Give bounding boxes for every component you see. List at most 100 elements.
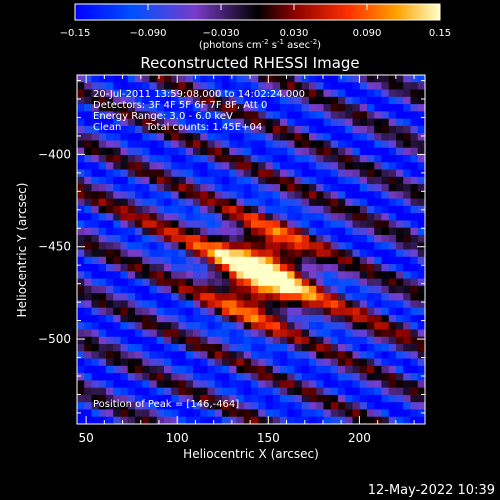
heatmap-cell bbox=[316, 329, 324, 338]
heatmap-cell bbox=[243, 285, 252, 294]
heatmap-cell bbox=[301, 205, 310, 214]
heatmap-cell bbox=[142, 154, 150, 163]
heatmap-cell bbox=[236, 140, 245, 149]
heatmap-cell bbox=[330, 176, 339, 185]
heatmap-cell bbox=[193, 169, 201, 178]
heatmap-cell bbox=[214, 285, 223, 294]
heatmap-cell bbox=[374, 184, 382, 192]
heatmap-cell bbox=[309, 329, 317, 338]
heatmap-cell bbox=[301, 176, 310, 185]
heatmap-cell bbox=[251, 365, 259, 374]
heatmap-cell bbox=[127, 169, 136, 178]
heatmap-cell bbox=[316, 293, 324, 301]
heatmap-cell bbox=[272, 380, 281, 389]
heatmap-cell bbox=[388, 307, 397, 316]
heatmap-cell bbox=[367, 278, 375, 287]
heatmap-cell bbox=[265, 409, 274, 418]
heatmap-cell bbox=[84, 111, 92, 120]
heatmap-cell bbox=[178, 104, 187, 112]
heatmap-cell bbox=[171, 278, 179, 287]
heatmap-cell bbox=[345, 314, 353, 323]
heatmap-cell bbox=[98, 358, 107, 367]
heatmap-cell bbox=[193, 82, 201, 91]
heatmap-cell bbox=[251, 314, 259, 323]
heatmap-cell bbox=[185, 373, 194, 381]
heatmap-cell bbox=[367, 394, 375, 403]
heatmap-cell bbox=[272, 184, 281, 192]
heatmap-cell bbox=[164, 300, 172, 309]
heatmap-cell bbox=[98, 373, 107, 381]
heatmap-cell bbox=[396, 416, 404, 425]
heatmap-cell bbox=[120, 380, 129, 389]
heatmap-cell bbox=[207, 314, 216, 323]
heatmap-cell bbox=[374, 242, 382, 250]
heatmap-cell bbox=[265, 133, 274, 141]
heatmap-cell bbox=[265, 162, 274, 171]
heatmap-cell bbox=[149, 133, 158, 141]
heatmap-cell bbox=[251, 176, 259, 185]
heatmap-cell bbox=[251, 387, 259, 396]
heatmap-cell bbox=[113, 227, 121, 236]
heatmap-cell bbox=[171, 205, 179, 214]
heatmap-cell bbox=[316, 264, 324, 272]
heatmap-cell bbox=[120, 220, 129, 229]
heatmap-cell bbox=[113, 176, 121, 185]
heatmap-cell bbox=[178, 416, 187, 425]
heatmap-cell bbox=[388, 402, 397, 410]
heatmap-cell bbox=[185, 416, 194, 425]
heatmap-cell bbox=[98, 96, 107, 105]
heatmap-cell bbox=[330, 140, 339, 149]
heatmap-cell bbox=[229, 154, 237, 163]
heatmap-cell bbox=[164, 169, 172, 178]
heatmap-cell bbox=[185, 75, 194, 83]
heatmap-cell bbox=[272, 213, 281, 221]
heatmap-cell bbox=[280, 278, 288, 287]
heatmap-cell bbox=[403, 111, 411, 120]
heatmap-cell bbox=[301, 278, 310, 287]
heatmap-cell bbox=[98, 125, 107, 134]
heatmap-cell bbox=[222, 125, 230, 134]
heatmap-cell bbox=[214, 176, 223, 185]
heatmap-cell bbox=[77, 336, 85, 345]
heatmap-cell bbox=[207, 154, 216, 163]
heatmap-cell bbox=[207, 402, 216, 410]
heatmap-cell bbox=[388, 89, 397, 98]
heatmap-cell bbox=[142, 293, 150, 301]
heatmap-cell bbox=[84, 176, 92, 185]
heatmap-cell bbox=[367, 387, 375, 396]
heatmap-cell bbox=[403, 227, 411, 236]
heatmap-cell bbox=[236, 191, 245, 200]
heatmap-cell bbox=[352, 336, 361, 345]
heatmap-cell bbox=[330, 329, 339, 338]
heatmap-cell bbox=[410, 264, 419, 272]
heatmap-cell bbox=[330, 162, 339, 171]
heatmap-cell bbox=[301, 198, 310, 207]
heatmap-cell bbox=[178, 256, 187, 265]
heatmap-cell bbox=[417, 344, 426, 352]
heatmap-cell bbox=[222, 307, 230, 316]
heatmap-cell bbox=[352, 249, 361, 258]
heatmap-cell bbox=[84, 271, 92, 280]
heatmap-cell bbox=[265, 336, 274, 345]
heatmap-cell bbox=[251, 162, 259, 171]
heatmap-cell bbox=[214, 104, 223, 112]
heatmap-cell bbox=[185, 82, 194, 91]
heatmap-cell bbox=[410, 271, 419, 280]
heatmap-cell bbox=[359, 227, 368, 236]
y-tick-label: −500 bbox=[38, 332, 71, 346]
heatmap-cell bbox=[294, 154, 303, 163]
heatmap-cell bbox=[120, 133, 129, 141]
heatmap-cell bbox=[236, 213, 245, 221]
heatmap-cell bbox=[251, 285, 259, 294]
heatmap-cell bbox=[91, 351, 100, 360]
heatmap-cell bbox=[388, 169, 397, 178]
heatmap-cell bbox=[149, 140, 158, 149]
heatmap-cell bbox=[294, 293, 303, 301]
heatmap-cell bbox=[135, 82, 143, 91]
heatmap-cell bbox=[127, 220, 136, 229]
heatmap-cell bbox=[309, 198, 317, 207]
heatmap-cell bbox=[396, 147, 404, 156]
heatmap-cell bbox=[222, 154, 230, 163]
x-tick-label: 150 bbox=[257, 431, 280, 445]
heatmap-cell bbox=[301, 416, 310, 425]
